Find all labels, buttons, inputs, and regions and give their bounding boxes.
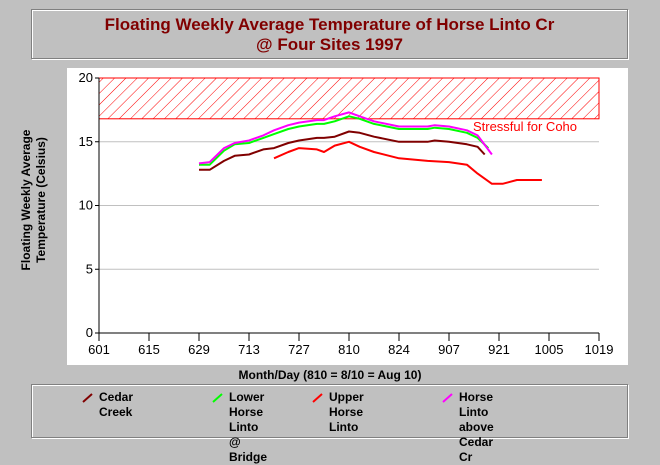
series-lines (198, 111, 542, 185)
legend-swatch-line (212, 393, 223, 403)
x-tick-label: 1019 (585, 342, 614, 357)
y-tick-label: 5 (86, 261, 93, 276)
legend-swatch-line (442, 393, 453, 403)
series-line-4 (198, 111, 493, 165)
x-tick-label: 824 (388, 342, 410, 357)
legend-swatch-4 (442, 393, 453, 403)
series-line-2 (199, 115, 489, 166)
x-tick-label: 810 (338, 342, 360, 357)
legend-label-line: above Cedar (459, 420, 494, 449)
legend-label-line: Lower Horse (229, 390, 265, 419)
x-tick-label: 1005 (535, 342, 564, 357)
legend-label-line: Horse Linto (459, 390, 494, 419)
legend-label-3: Upper Horse Linto (329, 390, 364, 435)
y-tick-label: 10 (79, 198, 93, 213)
y-tick-label: 15 (79, 134, 93, 149)
legend-label-line: Linto @ (229, 420, 259, 449)
chart-title-box: Floating Weekly Average Temperature of H… (31, 9, 628, 59)
x-tick-label: 601 (88, 342, 110, 357)
chart-title-line1: Floating Weekly Average Temperature of H… (104, 15, 555, 34)
legend: Cedar Creek Lower Horse Linto @ Bridge Upper… (31, 384, 628, 464)
series-line-1 (199, 130, 486, 171)
legend-swatch-line (82, 393, 93, 403)
legend-label-1: Cedar Creek (99, 390, 133, 420)
legend-label-line: Cedar Creek (99, 390, 134, 419)
legend-swatch-3 (312, 393, 323, 403)
x-axis-label: Month/Day (810 = 8/10 = Aug 10) (238, 368, 422, 382)
legend-label-line: Linto (329, 420, 359, 434)
legend-swatch-1 (82, 393, 93, 403)
chart-title-line2: @ Four Sites 1997 (256, 35, 403, 54)
legend-label-line: Upper Horse (329, 390, 364, 419)
x-tick-label: 921 (488, 342, 510, 357)
legend-label-line: Cr (459, 450, 473, 464)
legend-label-2: Lower Horse Linto @ Bridge (229, 390, 267, 465)
legend-swatch-2 (212, 393, 223, 403)
x-tick-label: 727 (288, 342, 310, 357)
chart-plot: Stressful for Coho 0 5 10 15 20 601 615 629 713 7… (67, 68, 628, 365)
legend-label-line: Bridge (229, 450, 268, 464)
legend-swatch-line (312, 393, 323, 403)
legend-label-4: Horse Linto above Cedar Cr (459, 390, 494, 465)
x-tick-label: 629 (188, 342, 210, 357)
y-tick-label: 20 (79, 70, 93, 85)
x-tick-label: 713 (238, 342, 260, 357)
axes: 0 5 10 15 20 601 615 629 713 727 810 824 907 921 1005 1… (79, 70, 614, 357)
stress-band-label: Stressful for Coho (473, 119, 577, 134)
x-tick-label: 615 (138, 342, 160, 357)
y-tick-label: 0 (86, 325, 93, 340)
series-line-3 (273, 140, 542, 185)
x-tick-label: 907 (438, 342, 460, 357)
